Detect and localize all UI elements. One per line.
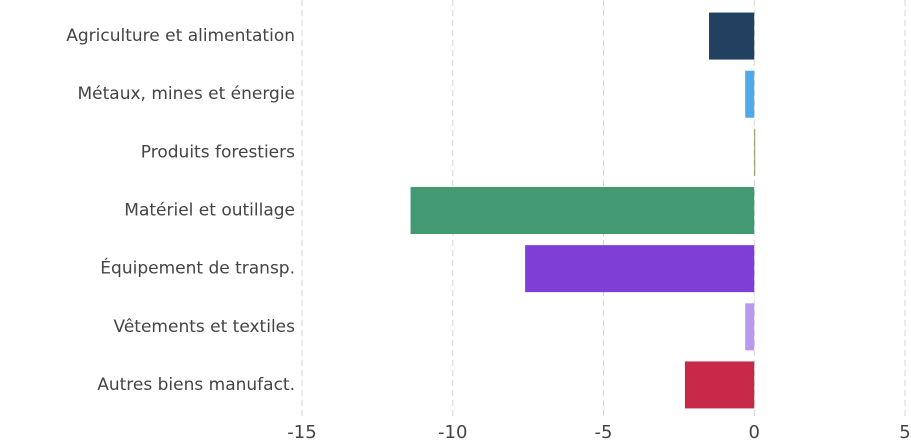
category-label: Vêtements et textiles bbox=[114, 317, 296, 337]
bar bbox=[745, 70, 755, 118]
x-tick-label: -10 bbox=[438, 422, 467, 443]
x-tick-label: -15 bbox=[287, 422, 316, 443]
x-tick-label: -5 bbox=[595, 422, 613, 443]
category-label: Métaux, mines et énergie bbox=[77, 84, 295, 104]
bar bbox=[709, 12, 755, 60]
category-label: Autres biens manufact. bbox=[97, 375, 295, 395]
category-label: Équipement de transp. bbox=[100, 257, 295, 279]
category-label: Agriculture et alimentation bbox=[66, 26, 295, 46]
bar bbox=[525, 245, 755, 293]
bar bbox=[410, 187, 755, 234]
bar bbox=[684, 361, 755, 409]
bar bbox=[754, 128, 756, 176]
category-label: Matériel et outillage bbox=[124, 201, 295, 221]
x-tick-label: 5 bbox=[899, 422, 910, 443]
category-label: Produits forestiers bbox=[141, 142, 295, 162]
x-tick-label: 0 bbox=[749, 422, 760, 443]
bar bbox=[745, 303, 755, 351]
